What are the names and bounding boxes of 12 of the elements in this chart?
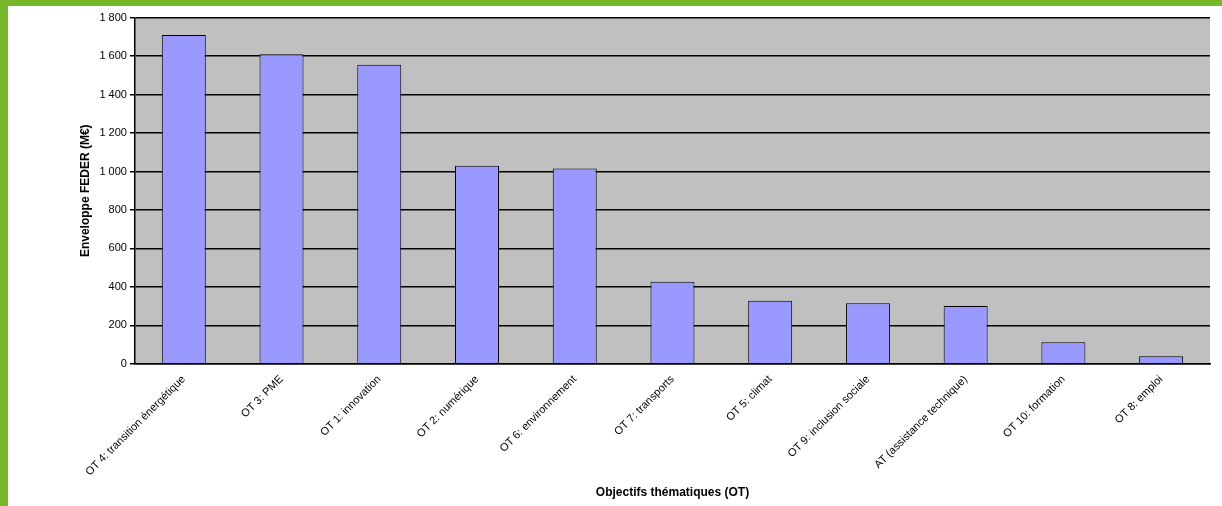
y-tick-label: 1 400	[99, 87, 127, 100]
y-tick-label: 600	[108, 241, 127, 254]
y-tick-label: 0	[120, 356, 127, 369]
y-tick-label: 1 600	[99, 49, 127, 62]
y-tick-label: 400	[108, 279, 127, 292]
y-tick-label: 800	[108, 202, 127, 215]
y-tick-label: 200	[108, 318, 127, 331]
x-axis-title: Objectifs thématiques (OT)	[595, 485, 750, 500]
y-tick-label: 1 000	[99, 164, 127, 177]
y-tick-label: 1 200	[99, 126, 127, 139]
y-tick-label: 1 800	[99, 10, 127, 23]
y-axis-title: Enveloppe FEDER (M€)	[77, 124, 92, 258]
